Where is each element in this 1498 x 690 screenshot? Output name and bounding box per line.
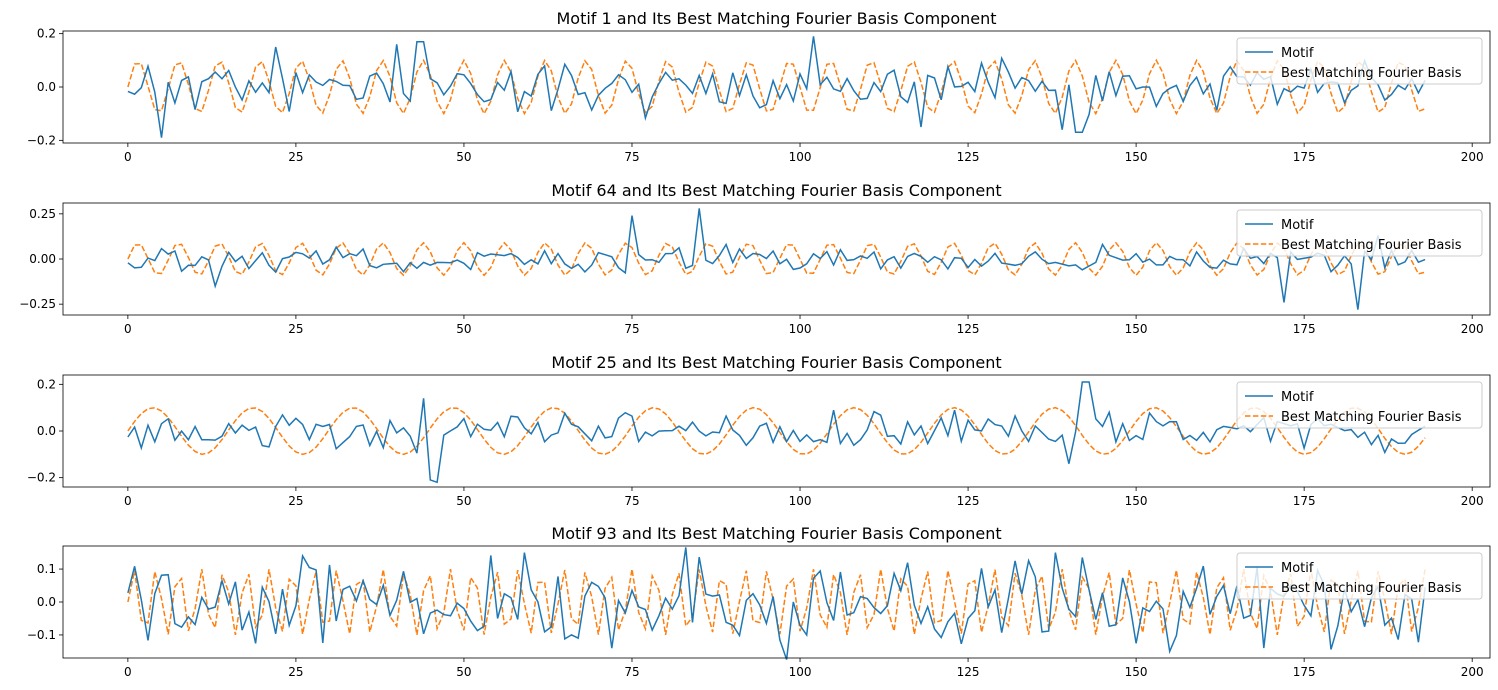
legend-box xyxy=(1236,209,1483,257)
x-tick-label: 50 xyxy=(456,494,471,508)
x-tick-label: 50 xyxy=(456,150,471,164)
y-tick-label: −0.2 xyxy=(27,471,56,485)
subplot-title: Motif 25 and Its Best Matching Fourier B… xyxy=(551,353,1001,372)
x-tick-label: 0 xyxy=(124,494,132,508)
y-tick-label: −0.2 xyxy=(27,133,56,147)
x-tick-label: 125 xyxy=(957,322,980,336)
subplot-2: Motif 64 and Its Best Matching Fourier B… xyxy=(19,181,1491,336)
y-tick-label: 0.2 xyxy=(37,27,56,41)
y-tick-label: −0.1 xyxy=(27,628,56,642)
fourier-basis-line xyxy=(127,241,1426,277)
y-tick-label: 0.0 xyxy=(37,595,56,609)
x-tick-label: 0 xyxy=(124,322,132,336)
legend-box xyxy=(1236,552,1483,600)
subplot-1: Motif 1 and Its Best Matching Fourier Ba… xyxy=(27,9,1491,164)
subplot-4: Motif 93 and Its Best Matching Fourier B… xyxy=(27,524,1491,679)
legend-motif-label: Motif xyxy=(1281,46,1314,61)
x-tick-label: 200 xyxy=(1461,494,1484,508)
fourier-basis-line xyxy=(127,58,1426,116)
motif-line xyxy=(127,381,1426,484)
subplot-3: Motif 25 and Its Best Matching Fourier B… xyxy=(27,353,1491,508)
motif-line xyxy=(127,36,1426,138)
y-tick-label: 0.0 xyxy=(37,80,56,94)
legend-motif-label: Motif xyxy=(1281,390,1314,405)
x-tick-label: 25 xyxy=(288,665,303,679)
x-tick-label: 150 xyxy=(1125,494,1148,508)
x-tick-label: 150 xyxy=(1125,665,1148,679)
x-tick-label: 75 xyxy=(624,665,639,679)
legend-motif-label: Motif xyxy=(1281,218,1314,233)
subplot-title: Motif 93 and Its Best Matching Fourier B… xyxy=(551,524,1001,543)
x-tick-label: 100 xyxy=(789,665,812,679)
fourier-basis-line xyxy=(127,568,1426,636)
x-tick-label: 0 xyxy=(124,150,132,164)
x-tick-label: 25 xyxy=(288,150,303,164)
x-tick-label: 200 xyxy=(1461,322,1484,336)
y-tick-label: −0.25 xyxy=(19,297,56,311)
x-tick-label: 0 xyxy=(124,665,132,679)
x-tick-label: 25 xyxy=(288,494,303,508)
x-tick-label: 200 xyxy=(1461,665,1484,679)
x-tick-label: 175 xyxy=(1293,322,1316,336)
x-tick-label: 50 xyxy=(456,665,471,679)
y-tick-label: 0.0 xyxy=(37,424,56,438)
x-tick-label: 100 xyxy=(789,494,812,508)
subplot-title: Motif 64 and Its Best Matching Fourier B… xyxy=(551,181,1001,200)
x-tick-label: 25 xyxy=(288,322,303,336)
motif-line xyxy=(127,208,1426,310)
x-tick-label: 175 xyxy=(1293,150,1316,164)
legend: Motif Best Matching Fourier Basis xyxy=(1236,209,1483,257)
x-tick-label: 150 xyxy=(1125,150,1148,164)
legend: Motif Best Matching Fourier Basis xyxy=(1236,381,1483,429)
legend-box xyxy=(1236,381,1483,429)
legend-fourier-label: Best Matching Fourier Basis xyxy=(1281,410,1462,425)
legend-motif-label: Motif xyxy=(1281,561,1314,576)
x-tick-label: 75 xyxy=(624,150,639,164)
legend: Motif Best Matching Fourier Basis xyxy=(1236,37,1483,85)
legend: Motif Best Matching Fourier Basis xyxy=(1236,552,1483,600)
subplot-title: Motif 1 and Its Best Matching Fourier Ba… xyxy=(556,9,996,28)
motif-line xyxy=(127,547,1426,660)
y-tick-label: 0.1 xyxy=(37,562,56,576)
y-tick-label: 0.25 xyxy=(29,207,56,221)
x-tick-label: 100 xyxy=(789,150,812,164)
y-tick-label: 0.00 xyxy=(29,252,56,266)
x-tick-label: 50 xyxy=(456,322,471,336)
x-tick-label: 125 xyxy=(957,665,980,679)
y-tick-label: 0.2 xyxy=(37,377,56,391)
x-tick-label: 175 xyxy=(1293,665,1316,679)
x-tick-label: 125 xyxy=(957,494,980,508)
legend-box xyxy=(1236,37,1483,85)
x-tick-label: 175 xyxy=(1293,494,1316,508)
fourier-basis-line xyxy=(127,406,1426,456)
x-tick-label: 75 xyxy=(624,494,639,508)
legend-fourier-label: Best Matching Fourier Basis xyxy=(1281,581,1462,596)
x-tick-label: 150 xyxy=(1125,322,1148,336)
x-tick-label: 200 xyxy=(1461,150,1484,164)
legend-fourier-label: Best Matching Fourier Basis xyxy=(1281,66,1462,81)
legend-fourier-label: Best Matching Fourier Basis xyxy=(1281,238,1462,253)
x-tick-label: 75 xyxy=(624,322,639,336)
x-tick-label: 100 xyxy=(789,322,812,336)
x-tick-label: 125 xyxy=(957,150,980,164)
